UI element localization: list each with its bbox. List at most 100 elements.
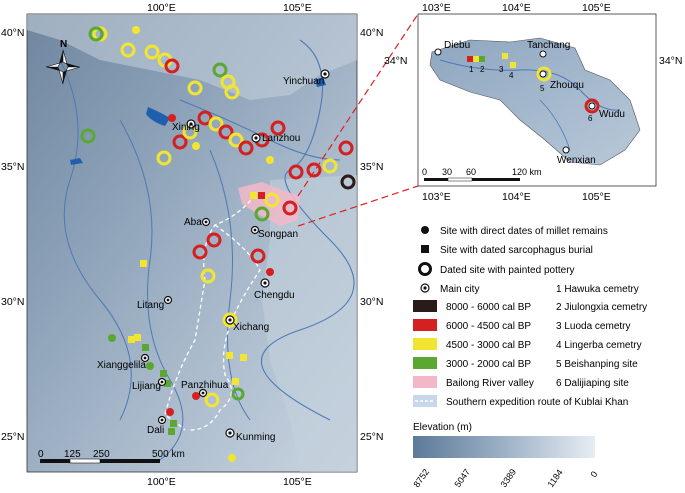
scale-label-250: 250 (93, 449, 110, 460)
lake (70, 158, 83, 165)
city-label-lijiang: Lijiang (132, 381, 161, 392)
legend-swatch-4500 (413, 338, 437, 350)
inset-city-tanchang: Tanchang (527, 40, 570, 51)
legend-cemetery-3: 3 Luoda cemetry (556, 321, 631, 332)
inset-map-panel: Diebu Tanchang Zhouqu Wudu Wenxian 1 2 3… (417, 13, 657, 187)
city-label-xining: Xining (172, 122, 200, 133)
legend-swatch-3000 (413, 357, 437, 369)
elevation-tick-5047: 5047 (452, 467, 472, 489)
inset-lon-103-bottom: 103°E (422, 191, 451, 203)
elevation-tick-0: 0 (588, 469, 599, 479)
site-number-4: 4 (509, 71, 514, 80)
legend-cemetery-4: 4 Lingerba cemetry (556, 340, 642, 351)
lat-tick-40-right: 40°N (360, 27, 383, 39)
inset-city-diebu: Diebu (444, 40, 470, 51)
river (59, 59, 132, 421)
site-number-5: 5 (540, 84, 545, 93)
inset-river (539, 99, 571, 151)
inset-lon-104: 104°E (502, 2, 531, 14)
inset-lon-105: 105°E (582, 2, 611, 14)
city-label-panzhihua: Panzhihua (181, 380, 229, 391)
inset-site-numbers: 1 2 3 4 5 6 (469, 65, 593, 123)
scale-label-500: 500 km (152, 449, 185, 460)
legend-label-pottery: Dated site with painted pottery (440, 265, 575, 276)
main-map-panel: N 0 125 250 500 km (26, 13, 358, 473)
legend-period-3000: 3000 - 2000 cal BP (446, 359, 531, 370)
city-label-xichang: Xichang (233, 322, 269, 333)
main-lat-ticks: 40°N 35°N 30°N 25°N 40°N 35°N 30°N 25°N (1, 27, 383, 443)
city-label-songpan: Songpan (258, 229, 298, 240)
legend-cemetery-1: 1 Hawuka cemetry (556, 284, 639, 295)
kublai-khan-route (164, 194, 261, 431)
pottery-rings (80, 26, 356, 408)
legend-swatch-8000 (413, 300, 437, 312)
elevation-title: Elevation (m) (413, 422, 472, 433)
site-number-6: 6 (588, 114, 593, 123)
inset-city-zhouqu: Zhouqu (550, 80, 584, 91)
inset-lon-104-bottom: 104°E (502, 191, 531, 203)
legend-route: Southern expedition route of Kublai Khan (446, 397, 628, 408)
legend-label-millet: Site with direct dates of millet remains (440, 226, 608, 237)
legend-dot-icon (421, 226, 429, 234)
inset-lat-34: 34°N (384, 55, 407, 67)
city-label-lanzhou: Lanzhou (262, 133, 300, 144)
main-city-labels: Yinchuan Xining Lanzhou Aba Songpan Lita… (97, 76, 324, 443)
lon-tick-105-bottom: 105°E (283, 476, 312, 488)
main-lon-ticks: 100°E 105°E 100°E 105°E (147, 2, 312, 488)
inset-city-markers (434, 48, 596, 154)
elevation-tick-8752: 8752 (411, 467, 431, 489)
legend-square-icon (421, 245, 429, 253)
city-label-kunming: Kunming (236, 432, 275, 443)
site-number-1: 1 (469, 65, 474, 74)
lake (315, 77, 326, 87)
legend: Site with direct dates of millet remains… (411, 226, 647, 489)
legend-period-6000: 6000 - 4500 cal BP (446, 321, 531, 332)
inset-scale-bar: 0 30 60 120 km (422, 167, 542, 182)
lat-tick-30-right: 30°N (360, 296, 383, 308)
lat-tick-30: 30°N (1, 296, 24, 308)
lon-tick-100: 100°E (147, 2, 176, 14)
inset-ticks: 103°E 104°E 105°E 103°E 104°E 105°E 34°N… (384, 2, 682, 203)
inset-scale-0: 0 (422, 167, 427, 177)
inset-city-wudu: Wudu (599, 109, 625, 120)
legend-cemetery-2: 2 Jiulongxia cemetry (556, 302, 647, 313)
inset-scale-60: 60 (466, 167, 476, 177)
inset-lon-103: 103°E (422, 2, 451, 14)
legend-period-8000: 8000 - 6000 cal BP (446, 302, 531, 313)
inset-city-wenxian: Wenxian (557, 155, 596, 166)
inset-scale-120: 120 km (512, 167, 542, 177)
inset-connector-bottom (297, 185, 419, 227)
city-label-litang: Litang (137, 300, 164, 311)
north-label: N (60, 39, 67, 50)
lon-tick-100-bottom: 100°E (147, 476, 176, 488)
scale-label-125: 125 (64, 449, 81, 460)
lat-tick-40: 40°N (1, 27, 24, 39)
yellow-river (260, 39, 355, 421)
millet-dots (108, 26, 274, 462)
site-number-3: 3 (499, 65, 504, 74)
sichuan-basin (262, 175, 357, 472)
lat-tick-25: 25°N (1, 431, 24, 443)
city-label-xianggelila: Xianggelila (97, 360, 146, 371)
city-label-chengdu: Chengdu (254, 290, 295, 301)
legend-swatch-bailong (413, 376, 437, 388)
sarcophagus-squares (128, 192, 265, 435)
city-label-aba: Aba (184, 217, 202, 228)
city-label-yinchuan: Yinchuan (283, 76, 324, 87)
scale-label-0: 0 (38, 449, 44, 460)
inset-connector-top (297, 13, 419, 197)
legend-label-sarcophagus: Site with dated sarcophagus burial (440, 245, 593, 256)
site-number-2: 2 (480, 65, 485, 74)
legend-swatch-6000 (413, 319, 437, 331)
legend-period-4500: 4500 - 3000 cal BP (446, 340, 531, 351)
city-label-dali: Dali (147, 425, 164, 436)
north-arrow: N (45, 39, 81, 85)
elevation-colorbar (413, 436, 595, 458)
legend-cemetery-6: 6 Dalijiaping site (556, 378, 629, 389)
elevation-tick-3389: 3389 (498, 467, 518, 489)
inset-region (429, 37, 641, 166)
lat-tick-35: 35°N (1, 161, 24, 173)
legend-ring-icon (418, 262, 432, 276)
legend-cemetery-5: 5 Beishanping site (556, 359, 638, 370)
